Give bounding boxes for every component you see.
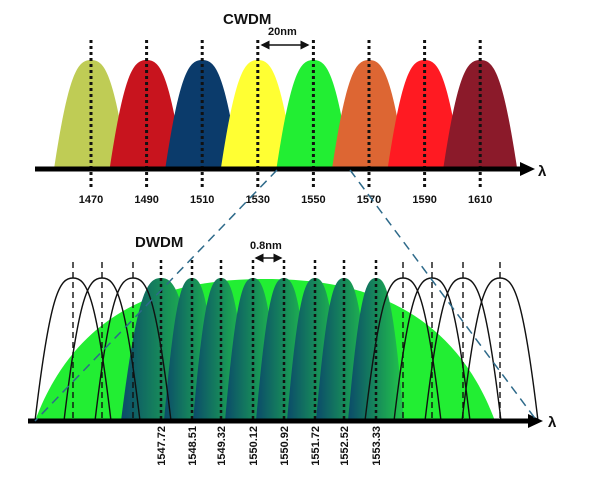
dwdm-lambda-symbol: λ [548,414,557,431]
cwdm-channel-label: 1490 [134,194,158,206]
dwdm-channel-label: 1550.12 [248,426,260,466]
dwdm-channel-label: 1550.92 [279,426,291,466]
cwdm-channel-label: 1530 [246,194,270,206]
cwdm-channel-label: 1610 [468,194,492,206]
cwdm-title: CWDM [223,11,271,28]
cwdm-axis-arrowhead [520,162,535,176]
dwdm-channel-label: 1547.72 [156,426,168,466]
dwdm-axis-arrowhead [528,414,543,428]
dwdm-channel-label: 1552.52 [339,426,351,466]
cwdm-spacing-label: 20nm [268,26,297,38]
cwdm-channel-label: 1590 [412,194,436,206]
dwdm-title: DWDM [135,234,183,251]
cwdm-channel-label: 1470 [79,194,103,206]
cwdm-section: 1470 1490 1510 1530 1550 1570 1590 1610 [35,40,535,206]
cwdm-lambda-symbol: λ [538,163,547,180]
dwdm-channel-label: 1553.33 [371,426,383,466]
dwdm-channel-label: 1548.51 [187,426,199,466]
dwdm-channel-label: 1551.72 [310,426,322,466]
dwdm-channel-label: 1549.32 [216,426,228,466]
cwdm-channel-label: 1570 [357,194,381,206]
dwdm-channel-1553.33 [348,278,404,421]
cwdm-channel-label: 1550 [301,194,325,206]
dwdm-spacing-label: 0.8nm [250,240,282,252]
cwdm-channel-label: 1510 [190,194,214,206]
zoom-line-left [34,169,278,422]
dwdm-section: 1547.72 1548.51 1549.32 1550.12 1550.92 1551.… [28,169,543,466]
zoom-line-right [349,169,538,422]
